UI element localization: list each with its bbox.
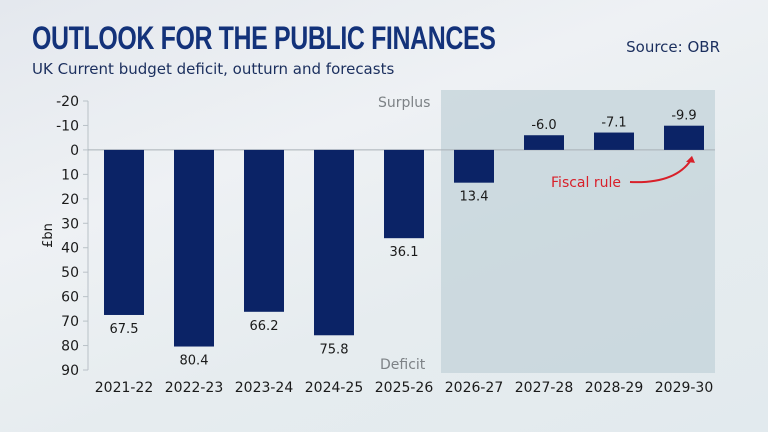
y-tick-label: 70	[61, 314, 79, 330]
bar-2025-26	[384, 149, 424, 239]
y-tick-label: -10	[56, 118, 79, 134]
y-axis-ticks: -20 -10 0 10 20 30 40 50 60 70 80 90	[56, 94, 88, 379]
y-tick-label: 0	[70, 143, 79, 159]
bar-value-label: -6.0	[531, 118, 556, 133]
bar-2027-28	[524, 135, 564, 150]
chart-subtitle: UK Current budget deficit, outturn and f…	[32, 60, 395, 78]
y-tick-label: 10	[61, 167, 79, 183]
bar-2029-30	[664, 125, 704, 150]
x-tick-label: 2027-28	[515, 380, 574, 396]
y-tick-label: 60	[61, 290, 79, 306]
x-tick-label: 2026-27	[445, 380, 504, 396]
bar-value-label: -9.9	[671, 109, 696, 124]
x-tick-label: 2021-22	[95, 380, 154, 396]
bar-value-label: -7.1	[601, 116, 626, 131]
y-tick-label: 40	[61, 241, 79, 257]
deficit-label: Deficit	[380, 357, 426, 373]
fiscal-rule-annotation: Fiscal rule	[551, 175, 621, 191]
bar-2026-27	[454, 149, 494, 183]
bar-2022-23	[174, 149, 214, 347]
bars: 67.5 80.4 66.2 75.8 36.1 13.4 -6.0 -7.1 -9.9	[104, 109, 704, 369]
arrowhead-icon	[686, 155, 695, 163]
x-tick-label: 2022-23	[165, 380, 224, 396]
bar-2023-24	[244, 149, 284, 312]
bar-value-label: 36.1	[390, 245, 419, 260]
bar-2024-25	[314, 149, 354, 336]
x-tick-label: 2023-24	[235, 380, 294, 396]
source-label: Source: OBR	[626, 38, 720, 56]
y-tick-label: -20	[56, 94, 79, 110]
y-axis-label: £bn	[41, 223, 56, 248]
bar-value-label: 66.2	[250, 319, 279, 334]
x-tick-label: 2025-26	[375, 380, 434, 396]
bar-2021-22	[104, 149, 144, 315]
y-tick-label: 30	[61, 216, 79, 232]
y-tick-label: 90	[61, 363, 79, 379]
x-tick-label: 2028-29	[585, 380, 644, 396]
bar-value-label: 13.4	[460, 190, 489, 205]
fiscal-rule-arrow-icon	[629, 159, 692, 184]
bar-2028-29	[594, 132, 634, 150]
bar-value-label: 75.8	[320, 342, 349, 357]
y-tick-label: 80	[61, 339, 79, 355]
surplus-label: Surplus	[378, 95, 430, 111]
y-tick-label: 20	[61, 192, 79, 208]
chart-title: OUTLOOK FOR THE PUBLIC FINANCES	[32, 20, 496, 56]
x-tick-label: 2029-30	[655, 380, 714, 396]
bar-value-label: 67.5	[110, 322, 139, 337]
y-tick-label: 50	[61, 265, 79, 281]
bar-value-label: 80.4	[180, 354, 209, 369]
x-tick-label: 2024-25	[305, 380, 364, 396]
x-axis-labels: 2021-22 2022-23 2023-24 2024-25 2025-26 2026-…	[95, 380, 714, 396]
